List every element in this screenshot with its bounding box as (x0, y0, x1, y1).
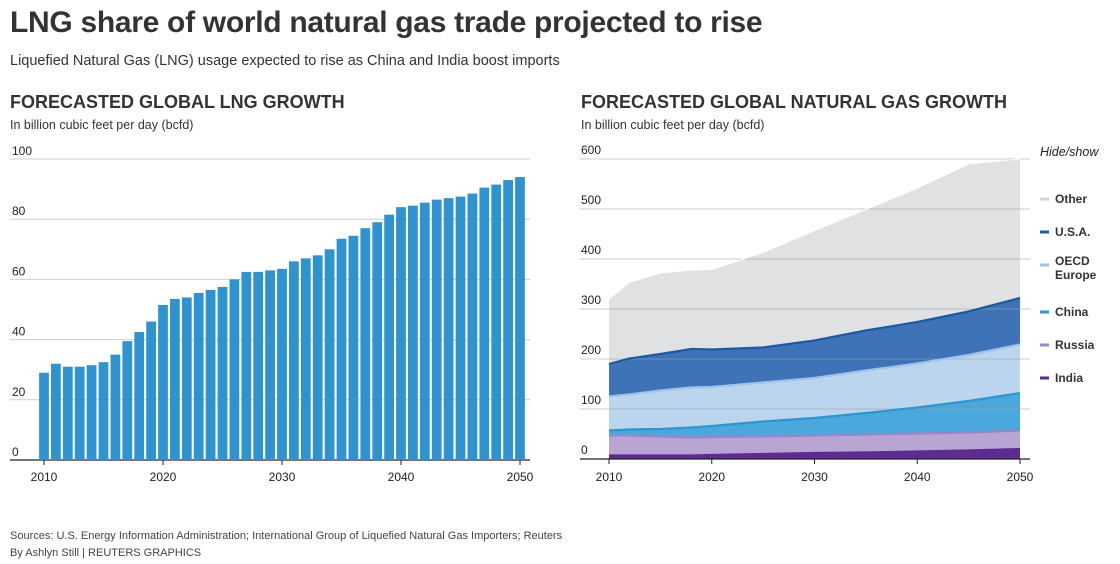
lng-bar (431, 199, 442, 460)
gas-y-tick: 0 (581, 443, 588, 457)
legend-label-usa: U.S.A. (1055, 225, 1090, 239)
lng-bar (479, 187, 490, 460)
lng-bar (384, 214, 394, 460)
lng-bar (455, 196, 466, 460)
lng-bar (443, 198, 454, 460)
lng-bar (503, 180, 513, 460)
gas-x-tick: 2020 (698, 470, 725, 484)
legend-label-other: Other (1055, 192, 1087, 206)
lng-y-tick: 20 (12, 385, 26, 399)
lng-bar (62, 366, 73, 460)
lng-bar (312, 255, 323, 460)
line-other (608, 158, 1021, 300)
legend-label-india: India (1055, 371, 1083, 385)
lng-bar (515, 177, 525, 460)
lng-bar (408, 205, 418, 460)
lng-bar (146, 321, 156, 460)
lng-x-tick: 2030 (269, 470, 296, 484)
sources-note: Sources: U.S. Energy Information Adminis… (10, 530, 563, 542)
line-china (608, 391, 1021, 432)
line-india (609, 447, 1021, 457)
byline: By Ashlyn Still | REUTERS GRAPHICS (10, 547, 202, 559)
lng-x-tick: 2050 (507, 470, 534, 484)
lng-bar (170, 298, 180, 460)
line-usa (608, 296, 1021, 366)
legend-hide-show: Hide/show (1040, 145, 1099, 159)
lng-y-tick: 40 (12, 325, 26, 339)
lng-bar (241, 271, 252, 460)
lng-bar (98, 362, 109, 460)
lng-bar (205, 289, 216, 460)
lng-bar (300, 258, 311, 460)
gas-y-tick: 400 (581, 243, 601, 257)
lng-x-tick: 2020 (150, 470, 177, 484)
lng-bar (39, 372, 49, 460)
lng-y-tick: 60 (12, 264, 26, 278)
gas-chart-unit: In billion cubic feet per day (bcfd) (581, 118, 765, 132)
gas-x-tick: 2040 (904, 470, 931, 484)
legend-label-russia: Russia (1055, 338, 1095, 352)
lng-bar (396, 207, 406, 460)
gas-chart-title: FORECASTED GLOBAL NATURAL GAS GROWTH (581, 92, 1007, 112)
lng-bar (348, 235, 359, 460)
lng-bar (86, 365, 97, 460)
gas-x-tick: 2010 (596, 470, 623, 484)
legend-label-oecd-europe-line1: OECD (1055, 254, 1090, 268)
lng-bar (134, 332, 145, 460)
lng-bar (360, 228, 371, 460)
page-title: LNG share of world natural gas trade pro… (10, 6, 763, 39)
lng-bar (217, 286, 228, 460)
area-russia (609, 430, 1020, 456)
lng-bar (158, 304, 168, 460)
lng-x-tick: 2010 (31, 470, 58, 484)
lng-bar (51, 363, 61, 460)
lng-bar (181, 297, 192, 460)
lng-bar (74, 366, 85, 460)
lng-bar (419, 202, 430, 460)
area-other (609, 159, 1020, 364)
lng-bar (193, 292, 204, 460)
page-subtitle: Liquefied Natural Gas (LNG) usage expect… (10, 53, 560, 69)
gas-y-tick: 300 (581, 293, 601, 307)
gas-x-tick: 2030 (801, 470, 828, 484)
lng-y-tick: 0 (12, 445, 19, 459)
lng-bar (491, 184, 502, 460)
legend-label-china: China (1055, 305, 1089, 319)
lng-bar (289, 261, 299, 460)
lng-bar (265, 270, 275, 460)
lng-bar (122, 341, 133, 460)
gas-y-tick: 200 (581, 343, 601, 357)
lng-y-tick: 80 (12, 204, 26, 218)
gas-y-tick: 500 (581, 193, 601, 207)
lng-bar (372, 222, 383, 460)
lng-x-tick: 2040 (388, 470, 415, 484)
lng-bar (336, 238, 347, 460)
lng-bar (110, 354, 121, 460)
lng-bar (277, 268, 287, 460)
lng-chart-title: FORECASTED GLOBAL LNG GROWTH (10, 92, 345, 112)
lng-bar (253, 271, 264, 460)
lng-bar (467, 193, 478, 461)
line-oecd-europe (608, 343, 1021, 398)
lng-bar (229, 279, 240, 460)
lng-bar (324, 249, 335, 460)
line-russia (609, 429, 1021, 439)
gas-x-tick: 2050 (1007, 470, 1034, 484)
gas-y-tick: 100 (581, 393, 601, 407)
lng-y-tick: 100 (12, 144, 32, 158)
gas-y-tick: 600 (581, 143, 601, 157)
legend-label-oecd-europe-line2: Europe (1055, 268, 1097, 282)
lng-chart-unit: In billion cubic feet per day (bcfd) (10, 118, 194, 132)
